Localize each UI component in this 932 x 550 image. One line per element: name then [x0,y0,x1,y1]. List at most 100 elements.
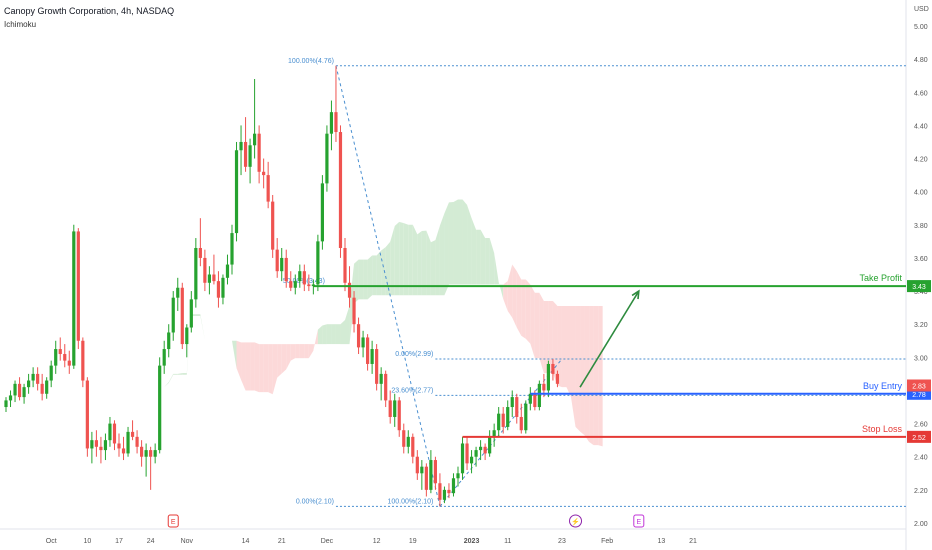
candle-body [433,460,437,484]
candle-body [144,450,148,457]
candle-body [334,112,338,133]
cloud-segment [146,387,151,391]
cloud-segment [462,199,468,285]
earnings-marker[interactable] [167,514,179,528]
cloud-segment [580,305,585,436]
candle-body [85,380,89,449]
cloud-segment [448,202,454,285]
candle-body [243,141,248,167]
level-label: Take Profit [859,273,902,283]
x-tick-label: 21 [278,538,286,545]
cloud-segment [331,324,336,345]
y-tick-label: 4.20 [914,157,928,164]
cloud-segment [254,342,260,393]
candle-body [67,360,71,366]
y-tick-label: 3.80 [914,223,928,230]
cloud-segment [399,221,404,296]
cloud-segment [593,305,599,446]
candle-body [72,231,76,366]
cloud-segment [295,344,300,359]
candle-body [63,354,67,361]
candle-body [528,393,532,404]
cloud-segment [426,230,431,296]
candle-body [40,383,44,394]
y-tick-label: 2.40 [914,455,928,462]
event-marker-letter: E [171,519,176,526]
candle-body [103,440,108,451]
x-tick-label: Oct [46,538,57,545]
cloud-segment [281,344,287,374]
cloud-segment [200,314,205,340]
candle-body [248,145,252,167]
candle-body [352,297,356,325]
last-price-text: 2.83 [912,383,926,390]
cloud-segment [512,264,517,328]
indicator-label[interactable]: Ichimoku [4,20,37,29]
candle-body [207,274,211,283]
fib-level-label: 100.00%(2.10) [387,498,433,505]
cloud-segment [213,339,219,341]
candle-body [176,287,180,298]
cloud-segment [272,344,278,395]
fib-trend-line [439,358,563,507]
y-tick-label: 4.80 [914,57,928,64]
candle-body [320,183,324,242]
candle-body [27,380,31,388]
candle-body [135,436,139,447]
candle-body [420,466,424,474]
fib-level-label: 23.60%(2.77) [391,387,433,394]
x-tick-label: 23 [558,538,566,545]
cloud-segment [503,281,508,311]
cloud-segment [182,373,187,375]
cloud-segment [358,259,364,300]
earnings-marker[interactable] [633,514,645,528]
event-marker-letter: ⚡ [571,517,580,526]
cloud-segment [317,325,323,345]
fib-level-label: 100.00%(4.76) [288,58,334,65]
candle-body [108,423,112,441]
candle-body [519,416,523,431]
x-tick-label: 14 [242,538,250,545]
dividend-marker[interactable] [569,514,583,528]
candle-body [393,400,397,417]
event-markers: E E ⚡ [167,514,645,528]
candle-body [411,436,415,457]
candle-body [49,365,53,381]
candle-body [415,456,419,474]
candle-body [537,383,541,408]
cloud-segment [173,373,178,375]
candle-body [474,450,478,457]
cloud-segment [250,342,255,391]
candles [4,65,560,507]
candle-body [460,443,465,474]
candle-body [271,201,275,250]
candle-body [130,431,135,437]
candle-body [99,446,103,451]
candle-body [280,257,284,272]
candle-body [13,383,17,396]
price-tag [907,430,931,443]
y-tick-label: 2.00 [914,521,928,528]
x-tick-label: 13 [658,538,666,545]
candle-body [4,400,8,408]
x-tick-label: Feb [601,538,613,545]
candle-body [347,282,352,298]
arrow-head [631,289,640,300]
cloud-segment [123,397,129,401]
candle-body [171,297,175,333]
candle-body [307,284,311,287]
y-tick-label: 5.00 [914,24,928,31]
candle-body [293,281,297,288]
candle-body [506,407,510,427]
cloud-segment [168,373,174,384]
candle-body [492,430,496,437]
candle-body [465,443,469,464]
x-tick-label: 12 [373,538,381,545]
x-tick-label: 11 [504,538,511,545]
cloud-segment [164,382,169,388]
cloud-segment [340,320,345,345]
y-tick-label: 2.60 [914,422,928,429]
cloud-segment [349,263,355,345]
candle-body [510,397,514,408]
